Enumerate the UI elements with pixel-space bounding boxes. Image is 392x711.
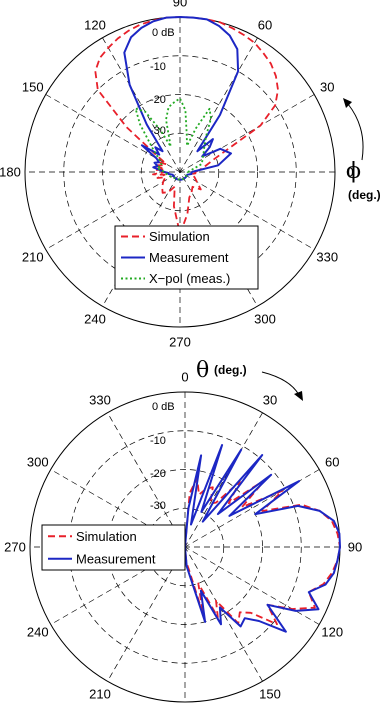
angle-variable: θ [196,358,209,383]
angle-tick-label: 270 [169,335,191,350]
angle-tick-label: 30 [263,392,277,407]
series-line-measurement [123,16,240,181]
angle-tick-label: 240 [84,312,106,327]
series-line-simulation [94,16,279,235]
rotation-arrow [261,371,300,396]
radial-tick-label: -20 [150,94,166,106]
legend-label: Simulation [149,229,210,244]
radial-tick-label: 0 dB [152,401,175,413]
series-line-measurement [184,444,341,633]
angle-unit: (deg.) [214,363,247,377]
polar-plot-theta: 0 30 60 90 120 150 180 210 240 270 300 330 0 dB -10 -2… [4,358,362,711]
angle-tick-label: 150 [22,80,44,95]
angle-tick-label: 330 [89,392,111,407]
rotation-arrow [347,103,364,161]
angle-tick-label: 300 [27,455,49,470]
radial-tick-label: 0 dB [152,27,175,39]
radial-tick-label: -20 [150,468,166,480]
angle-unit: (deg.) [348,188,381,202]
legend-label: Measurement [149,250,229,265]
angle-tick-label: 150 [259,687,281,702]
legend-label: Simulation [76,529,137,544]
legend: Simulation Measurement X−pol (meas.) [114,225,259,290]
angle-tick-label: 180 [0,165,21,180]
arrow-head-icon [294,391,303,401]
arrow-head-icon [343,98,352,108]
series-line-x-pol-meas [134,97,212,181]
angle-tick-label: 0 [181,370,188,385]
legend-label: Measurement [76,551,156,566]
angle-tick-label: 120 [84,17,106,32]
radial-tick-label: -10 [150,61,166,73]
grid-spoke [45,94,315,250]
angle-tick-label: 60 [258,17,272,32]
angle-tick-label: 180 [174,710,196,711]
angle-tick-label: 210 [89,687,111,702]
angle-tick-label: 210 [22,250,44,265]
radial-tick-label: -30 [150,500,166,512]
angle-tick-label: 300 [254,312,276,327]
angle-tick-label: 90 [173,0,187,10]
angle-tick-label: 240 [27,625,49,640]
legend: Simulation Measurement [41,524,186,571]
angle-tick-label: 90 [348,540,362,555]
angle-tick-label: 270 [4,540,26,555]
legend-label: X−pol (meas.) [149,271,230,286]
radial-tick-label: -10 [150,435,166,447]
angle-tick-label: 120 [321,625,343,640]
angle-tick-label: 0 [346,165,353,180]
angle-tick-label: 330 [316,250,338,265]
polar-plot-phi: 0 30 60 90 120 150 180 210 240 270 300 330 0 dB -10 -2… [0,0,381,350]
angle-variable: ϕ [346,159,361,184]
angle-tick-label: 60 [325,455,339,470]
angle-tick-label: 30 [320,80,334,95]
